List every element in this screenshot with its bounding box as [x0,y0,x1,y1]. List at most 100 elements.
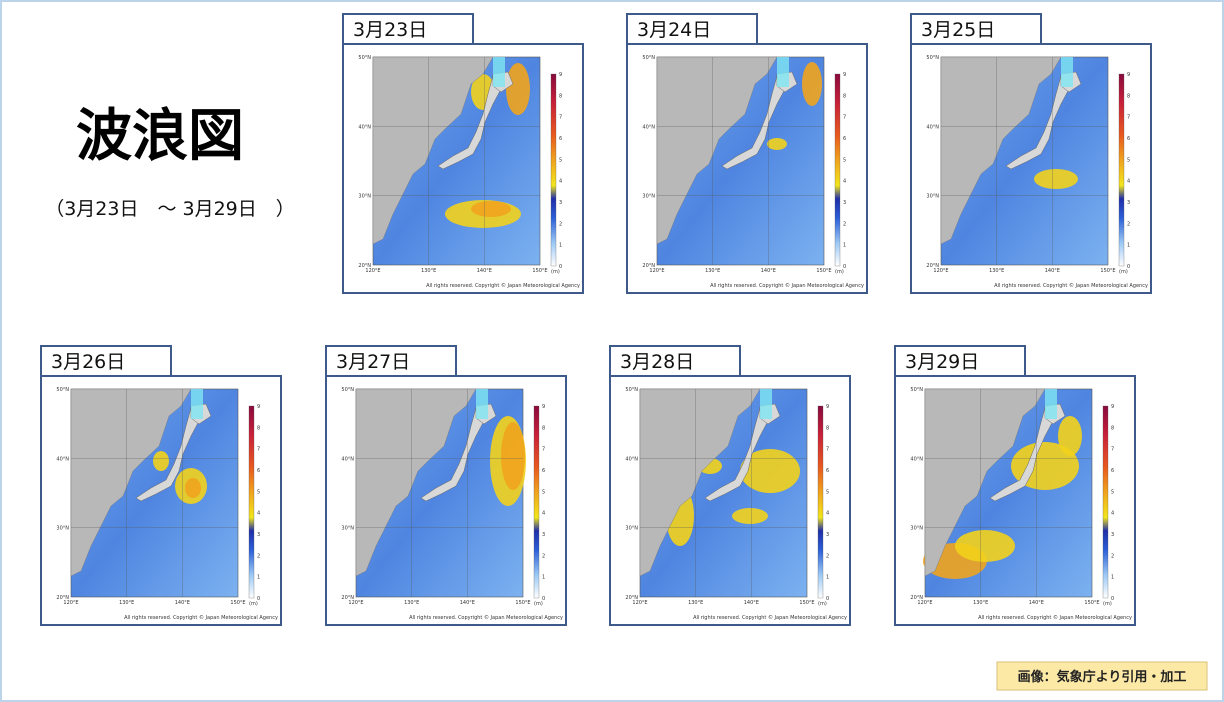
lat-label: 40°N [625,456,638,462]
lat-label: 30°N [358,194,371,200]
wave-area [471,201,511,217]
scale-unit: (m) [249,601,258,607]
title: 波浪図 [76,104,244,169]
lon-label: 130°E [119,600,134,606]
copyright: All rights reserved. Copyright © Japan M… [409,614,563,621]
scale-label: 3 [843,200,846,206]
scale-label: 5 [542,489,545,495]
scale-label: 9 [257,404,260,410]
continent [656,56,778,245]
scale-label: 5 [843,157,846,163]
credit-box [996,661,1208,691]
scale-label: 4 [843,179,846,185]
wave-area [1034,169,1078,189]
scale-label: 7 [1111,447,1114,453]
scale-label: 8 [542,425,545,431]
sea-ice [493,57,505,87]
lat-label: 20°N [642,263,655,269]
scale-label: 9 [843,72,846,78]
scale-label: 6 [542,468,545,474]
continent [639,388,761,577]
lat-label: 40°N [56,456,69,462]
subtitle: （3月23日 ～ 3月29日 ） [45,198,295,220]
scale-label: 8 [1111,425,1114,431]
copyright: All rights reserved. Copyright © Japan M… [693,614,847,621]
lat-label: 50°N [910,387,923,393]
scale-label: 2 [1111,553,1114,559]
date-label: 3月28日 [620,351,694,373]
wave-area [506,63,530,115]
date-tab [894,345,1026,377]
lat-label: 20°N [910,595,923,601]
date-tab [342,13,474,45]
scale-label: 5 [1127,157,1130,163]
copyright: All rights reserved. Copyright © Japan M… [978,614,1132,621]
scale-label: 3 [1111,532,1114,538]
wave-area [740,449,800,493]
scale-label: 4 [257,511,260,517]
color-scale [817,405,824,599]
scale-label: 2 [1127,221,1130,227]
lat-label: 20°N [926,263,939,269]
scale-label: 6 [843,136,846,142]
wave-area [1058,416,1082,456]
date-tab [910,13,1042,45]
scale-label: 8 [1127,93,1130,99]
lat-label: 20°N [341,595,354,601]
continent [940,56,1062,245]
continent [924,388,1046,577]
continent [70,388,192,577]
sea-ice [760,389,772,419]
lon-label: 130°E [973,600,988,606]
scale-label: 0 [1127,264,1130,270]
wave-area [767,138,787,150]
lon-label: 120°E [917,600,932,606]
scale-unit: (m) [1119,269,1128,275]
lat-label: 40°N [642,124,655,130]
scale-label: 1 [1111,575,1114,581]
lat-label: 50°N [358,55,371,61]
scale-label: 4 [826,511,829,517]
date-label: 3月29日 [905,351,979,373]
scale-label: 9 [826,404,829,410]
scale-label: 3 [257,532,260,538]
scale-label: 2 [843,221,846,227]
scale-label: 9 [559,72,562,78]
color-scale [533,405,540,599]
lat-label: 40°N [358,124,371,130]
scale-label: 7 [542,447,545,453]
lon-label: 140°E [460,600,475,606]
lon-label: 140°E [477,268,492,274]
continent [372,56,494,245]
lon-label: 150°E [816,268,831,274]
color-scale [1118,73,1125,267]
lon-label: 140°E [761,268,776,274]
scale-label: 2 [559,221,562,227]
lat-label: 50°N [56,387,69,393]
scale-label: 7 [1127,115,1130,121]
scale-unit: (m) [534,601,543,607]
lon-label: 150°E [1100,268,1115,274]
scale-label: 1 [826,575,829,581]
wave-area [501,422,525,490]
scale-unit: (m) [551,269,560,275]
scale-label: 2 [542,553,545,559]
scale-label: 8 [826,425,829,431]
scale-label: 3 [826,532,829,538]
lon-label: 140°E [1045,268,1060,274]
lat-label: 30°N [642,194,655,200]
scale-label: 0 [1111,596,1114,602]
scale-label: 6 [257,468,260,474]
scale-label: 4 [559,179,562,185]
wave-area [153,451,169,471]
